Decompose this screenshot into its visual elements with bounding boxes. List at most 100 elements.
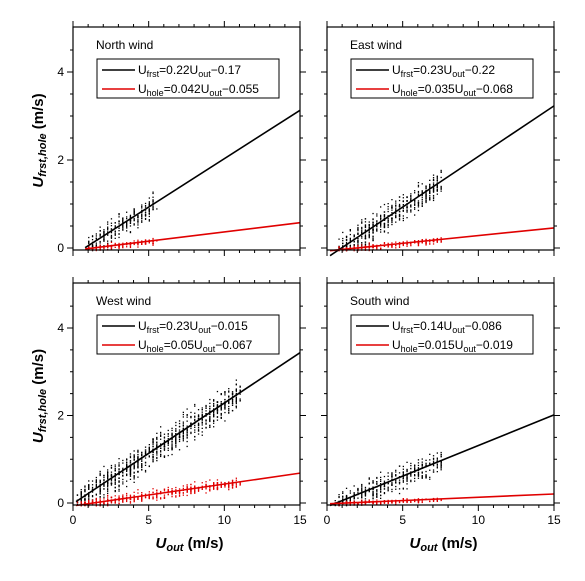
data-point <box>141 499 143 501</box>
data-point <box>220 402 222 405</box>
data-point <box>110 479 113 481</box>
data-point <box>182 427 184 429</box>
data-point <box>114 483 116 485</box>
data-point <box>152 442 154 444</box>
data-point <box>410 199 412 201</box>
data-point <box>133 219 135 221</box>
legend-entry: Ufrst=0.23Uout−0.015 <box>138 319 248 335</box>
data-point <box>376 489 378 491</box>
data-point <box>197 433 200 435</box>
data-point <box>167 489 169 491</box>
data-point <box>126 469 128 471</box>
data-point <box>133 450 135 452</box>
data-point <box>126 227 128 229</box>
data-point <box>129 460 132 462</box>
data-point <box>376 220 378 222</box>
data-point <box>152 439 154 441</box>
data-point <box>167 438 169 440</box>
data-point <box>387 217 389 220</box>
data-point <box>186 484 188 486</box>
data-point <box>387 475 389 477</box>
data-point <box>239 389 241 391</box>
data-point <box>160 455 162 458</box>
data-point <box>107 497 109 499</box>
data-point <box>114 233 116 235</box>
data-point <box>406 217 408 219</box>
data-point <box>95 498 97 500</box>
data-point <box>425 187 427 190</box>
legend-entry: Uhole=0.035Uout−0.068 <box>392 82 513 98</box>
data-point <box>144 471 147 473</box>
data-point <box>235 379 237 381</box>
data-point <box>429 195 431 197</box>
data-point <box>205 427 207 429</box>
data-point <box>345 247 348 249</box>
data-point <box>432 190 435 192</box>
data-point <box>84 491 86 493</box>
data-point <box>205 492 207 494</box>
data-point <box>129 475 132 477</box>
data-point <box>395 212 397 215</box>
data-point <box>368 225 370 227</box>
data-point <box>129 245 132 247</box>
data-point <box>349 238 351 240</box>
data-point <box>133 481 135 483</box>
data-point <box>414 199 416 201</box>
data-point <box>80 505 82 507</box>
data-point <box>425 187 427 189</box>
data-point <box>175 445 177 447</box>
data-point <box>122 226 124 228</box>
data-point <box>402 477 404 479</box>
data-point <box>372 236 374 238</box>
data-point <box>122 474 124 477</box>
data-point <box>118 465 120 467</box>
data-point <box>118 486 120 488</box>
data-point <box>402 219 404 222</box>
data-point <box>357 241 359 243</box>
data-point <box>417 200 420 202</box>
data-point <box>383 211 386 213</box>
data-point <box>224 394 226 396</box>
data-point <box>137 244 139 246</box>
data-point <box>380 216 382 218</box>
data-point <box>141 215 143 217</box>
data-point <box>156 450 158 453</box>
data-point <box>107 231 109 233</box>
data-point <box>417 186 420 188</box>
data-point <box>368 487 370 489</box>
data-point <box>126 466 128 468</box>
data-point <box>118 468 120 470</box>
data-point <box>137 215 139 218</box>
data-point <box>80 493 82 495</box>
data-point <box>398 215 401 217</box>
data-point <box>118 490 120 492</box>
data-point <box>364 224 367 226</box>
x-tick-label: 10 <box>218 513 232 527</box>
data-point <box>99 474 101 477</box>
data-point <box>353 494 355 496</box>
data-point <box>398 465 401 467</box>
data-point <box>133 455 135 458</box>
data-point <box>148 215 150 218</box>
data-point <box>144 469 147 472</box>
data-point <box>364 230 367 232</box>
data-point <box>376 221 378 223</box>
data-point <box>99 496 101 498</box>
data-point <box>216 488 219 491</box>
data-point <box>194 490 196 492</box>
data-point <box>429 469 431 471</box>
data-point <box>186 414 188 416</box>
data-point <box>417 240 420 242</box>
data-point <box>235 398 237 400</box>
data-point <box>391 501 393 503</box>
data-point <box>376 482 378 485</box>
data-point <box>421 190 423 192</box>
data-point <box>425 474 427 476</box>
data-point <box>349 230 351 232</box>
data-point <box>440 469 442 471</box>
data-point <box>129 217 132 219</box>
data-point <box>133 458 135 461</box>
data-point <box>118 484 120 486</box>
data-point <box>432 460 435 462</box>
data-point <box>372 212 374 215</box>
